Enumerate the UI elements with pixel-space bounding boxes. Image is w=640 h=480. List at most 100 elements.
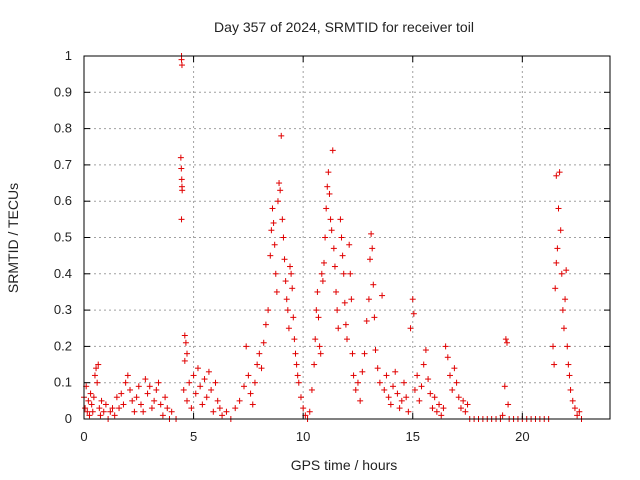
data-point — [85, 397, 92, 404]
data-point — [297, 394, 304, 401]
data-point — [326, 190, 333, 197]
data-point — [214, 397, 221, 404]
x-tick-label: 0 — [80, 429, 87, 444]
data-point — [245, 372, 252, 379]
data-point — [392, 368, 399, 375]
data-point — [551, 361, 558, 368]
data-point — [341, 299, 348, 306]
data-point — [564, 343, 571, 350]
data-point — [178, 56, 185, 63]
data-point — [453, 379, 460, 386]
data-point — [240, 383, 247, 390]
data-point — [182, 339, 189, 346]
data-point — [111, 412, 118, 419]
data-point — [363, 317, 370, 324]
data-point — [288, 270, 295, 277]
data-point — [317, 350, 324, 357]
data-point — [312, 336, 319, 343]
data-point — [558, 270, 565, 277]
data-point — [329, 147, 336, 154]
data-point — [438, 412, 445, 419]
data-point — [190, 372, 197, 379]
data-point — [346, 241, 353, 248]
data-point — [342, 321, 349, 328]
data-point — [254, 361, 261, 368]
data-point — [320, 259, 327, 266]
data-point — [186, 379, 193, 386]
y-tick-label: 0.3 — [54, 302, 72, 317]
data-point — [284, 307, 291, 314]
data-point — [318, 270, 325, 277]
data-point — [359, 368, 366, 375]
data-point — [247, 390, 254, 397]
data-point — [272, 270, 279, 277]
data-point — [120, 401, 127, 408]
data-point — [565, 361, 572, 368]
data-point — [180, 386, 187, 393]
data-point — [86, 412, 93, 419]
data-point — [396, 405, 403, 412]
data-point — [403, 394, 410, 401]
data-point — [270, 219, 277, 226]
data-point — [236, 397, 243, 404]
data-point — [571, 405, 578, 412]
data-point — [293, 361, 300, 368]
data-point — [337, 216, 344, 223]
data-point — [109, 405, 116, 412]
data-point — [269, 205, 276, 212]
data-point — [168, 408, 175, 415]
data-point — [354, 379, 361, 386]
data-point — [306, 408, 313, 415]
data-point — [574, 412, 581, 419]
data-point — [444, 354, 451, 361]
data-point — [357, 397, 364, 404]
data-point — [205, 368, 212, 375]
data-point — [376, 379, 383, 386]
data-point — [553, 172, 560, 179]
data-point — [243, 343, 250, 350]
data-point — [201, 376, 208, 383]
data-point — [188, 405, 195, 412]
data-point — [216, 405, 223, 412]
data-point — [425, 376, 432, 383]
data-point — [315, 314, 322, 321]
data-point — [96, 405, 103, 412]
data-point — [93, 365, 100, 372]
data-point — [449, 386, 456, 393]
data-point — [553, 259, 560, 266]
data-point — [383, 372, 390, 379]
y-tick-label: 0.4 — [54, 266, 72, 281]
data-point — [462, 408, 469, 415]
data-point — [322, 234, 329, 241]
data-point — [102, 401, 109, 408]
data-point — [447, 372, 454, 379]
data-point — [381, 386, 388, 393]
data-point — [499, 412, 506, 419]
data-point — [427, 390, 434, 397]
data-point — [349, 350, 356, 357]
grid — [84, 56, 610, 419]
data-point — [251, 379, 258, 386]
y-axis-label: SRMTID / TECUs — [5, 183, 21, 293]
data-point — [212, 379, 219, 386]
data-point — [300, 405, 307, 412]
data-point — [405, 408, 412, 415]
data-point — [433, 408, 440, 415]
data-point — [219, 412, 226, 419]
data-point — [335, 325, 342, 332]
data-point — [113, 394, 120, 401]
data-point — [371, 314, 378, 321]
data-point — [98, 397, 105, 404]
data-point — [367, 256, 374, 263]
data-point — [277, 187, 284, 194]
x-tick-label: 5 — [190, 429, 197, 444]
data-point — [339, 252, 346, 259]
data-point — [260, 339, 267, 346]
y-tick-label: 0.2 — [54, 338, 72, 353]
data-point — [127, 386, 134, 393]
data-point — [429, 405, 436, 412]
data-point — [159, 412, 166, 419]
data-point — [155, 379, 162, 386]
data-point — [411, 386, 418, 393]
